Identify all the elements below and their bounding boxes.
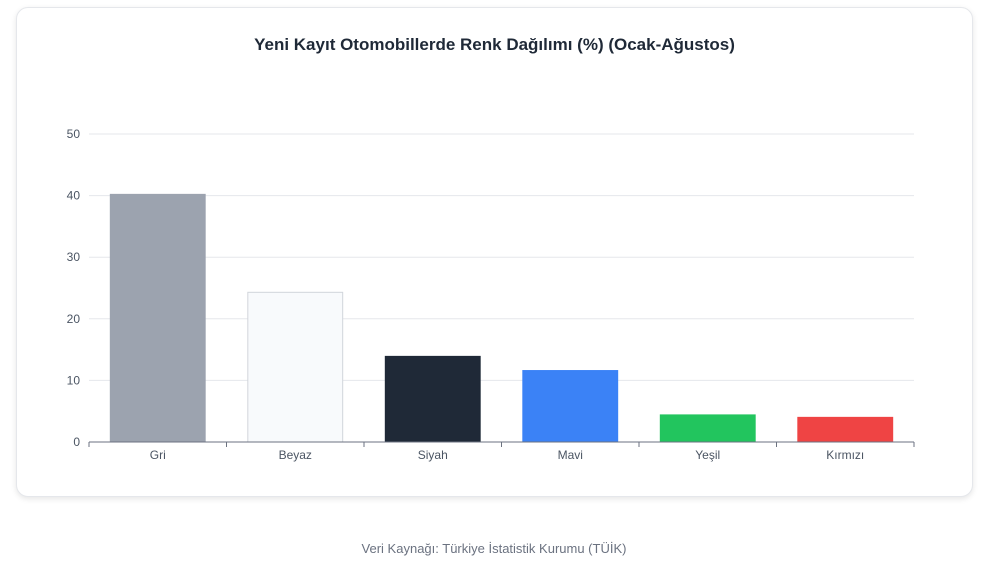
x-tick-label: Mavi: [558, 448, 583, 462]
y-tick-label: 0: [73, 435, 80, 449]
x-tick-label: Yeşil: [695, 448, 720, 462]
bar-5: [659, 414, 756, 443]
chart-title: Yeni Kayıt Otomobillerde Renk Dağılımı (…: [254, 35, 735, 54]
x-tick-label: Gri: [150, 448, 166, 462]
y-tick-label: 50: [67, 127, 81, 141]
y-tick-label: 10: [67, 373, 81, 387]
x-tick-label: Beyaz: [279, 448, 312, 462]
y-tick-label: 30: [67, 250, 81, 264]
x-tick-label: Kırmızı: [826, 448, 864, 462]
bar-2: [247, 291, 344, 443]
y-tick-label: 40: [67, 189, 81, 203]
bar-3: [384, 355, 481, 443]
data-source-note: Veri Kaynağı: Türkiye İstatistik Kurumu …: [361, 541, 627, 556]
bar-6: [797, 416, 894, 443]
bar-4: [522, 370, 619, 443]
bar-1: [109, 193, 206, 443]
y-tick-label: 20: [67, 312, 81, 326]
x-tick-label: Siyah: [418, 448, 448, 462]
